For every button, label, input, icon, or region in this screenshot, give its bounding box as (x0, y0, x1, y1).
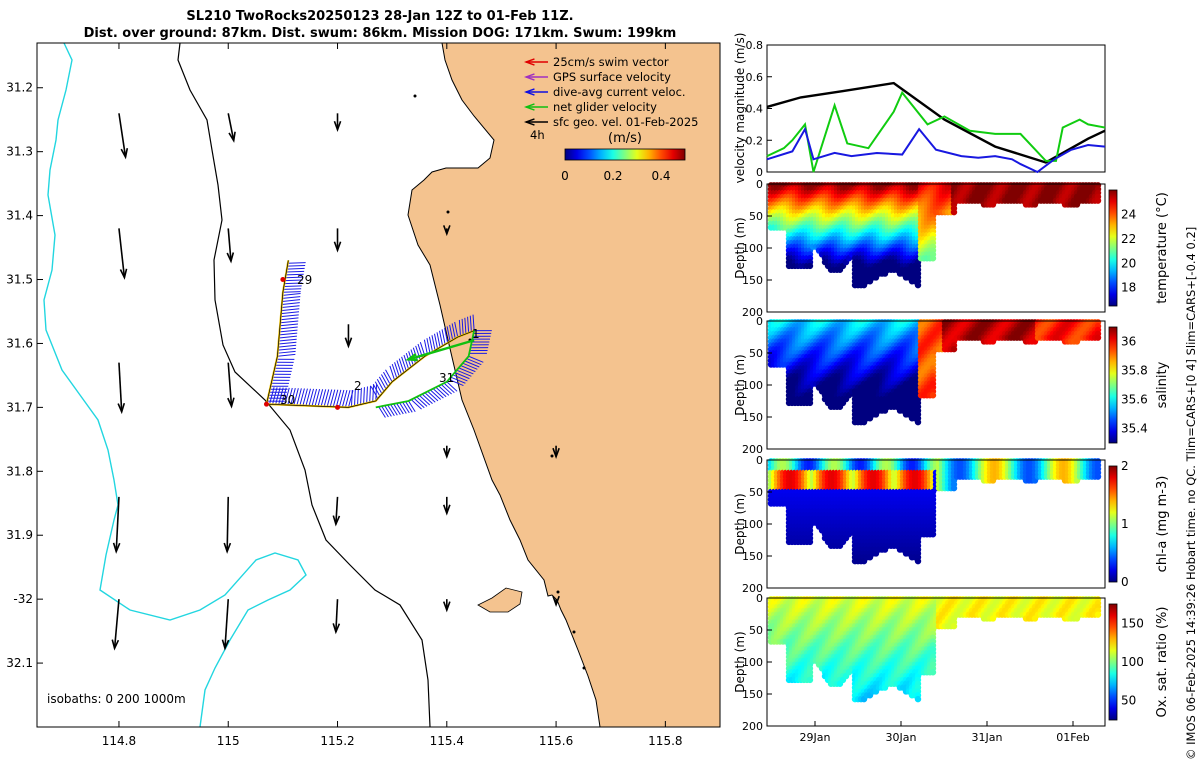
section-0-colorbar-tick-2: 22 (1121, 232, 1136, 246)
section-2-ylabel: Depth (m) (733, 493, 747, 554)
map-y-tick-label-7: 31.9 (6, 528, 33, 542)
velocity-colorbar-tick-0: 0 (561, 169, 569, 183)
section-1-colorbar-tick-1: 35.6 (1121, 393, 1148, 407)
velocity-colorbar (565, 149, 685, 160)
islet-1 (447, 211, 450, 214)
map-y-tick-label-3: 31.5 (6, 273, 33, 287)
section-0-ylabel: Depth (m) (733, 217, 747, 278)
isobaths-label: isobaths: 0 200 1000m (47, 692, 186, 706)
velocity-ylabel: velocity magnitude (m/s) (733, 33, 747, 184)
map-x-tick-label-1: 115 (217, 734, 240, 748)
map-x-tick-label-4: 115.6 (539, 734, 573, 748)
map-y-tick-label-2: 31.4 (6, 209, 33, 223)
section-3-y-tick-label-1: 50 (749, 624, 763, 637)
section-3-ylabel: Depth (m) (733, 631, 747, 692)
legend-scale-label: 4h (530, 128, 545, 142)
islet-4 (557, 591, 560, 594)
track-label-30: 30 (280, 393, 295, 407)
map-y-tick-label-8: -32 (13, 592, 33, 606)
velocity-y-tick-label-4: 0.8 (746, 39, 764, 52)
legend-entry-4: sfc geo. vel. 01-Feb-2025 (553, 115, 699, 129)
section-2-colorbar-tick-1: 1 (1121, 517, 1129, 531)
section-0-colorbar-tick-3: 24 (1121, 207, 1136, 221)
section-0-colorbar-tick-1: 20 (1121, 256, 1136, 270)
section-x-tick-label-3: 01Feb (1056, 731, 1089, 744)
section-x-tick-label-1: 30Jan (886, 731, 917, 744)
track-label-1: 1 (472, 327, 480, 341)
velocity-panel-frame (767, 45, 1105, 172)
section-2-y-tick-label-0: 0 (756, 454, 763, 467)
section-2-colorbar-tick-0: 0 (1121, 575, 1129, 589)
section-2-colorbar-tick-2: 2 (1121, 459, 1129, 473)
section-3-y-tick-label-4: 200 (742, 720, 763, 733)
velocity-y-tick-label-3: 0.6 (746, 71, 764, 84)
map-y-tick-label-5: 31.7 (6, 400, 33, 414)
map-y-tick-label-4: 31.6 (6, 336, 33, 350)
section-3-colorbar-tick-2: 150 (1121, 616, 1144, 630)
section-0-y-tick-label-1: 50 (749, 210, 763, 223)
velocity-y-tick-label-2: 0.4 (746, 103, 764, 116)
legend-entry-2: dive-avg current veloc. (553, 85, 686, 99)
gps-fix-0 (280, 277, 285, 282)
section-3-colorbar-tick-1: 100 (1121, 655, 1144, 669)
gps-fix-1 (264, 402, 269, 407)
map-x-tick-label-3: 115.4 (430, 734, 464, 748)
section-x-tick-label-2: 31Jan (972, 731, 1003, 744)
map-x-tick-label-0: 114.8 (102, 734, 136, 748)
velocity-colorbar-tick-2: 0.4 (651, 169, 670, 183)
islet-6 (583, 667, 586, 670)
map-y-tick-label-9: 32.1 (6, 656, 33, 670)
section-1-colorbar-tick-2: 35.8 (1121, 364, 1148, 378)
section-0-colorbar-tick-0: 18 (1121, 281, 1136, 295)
section-1-y-tick-label-1: 50 (749, 347, 763, 360)
section-3-colorbar (1109, 604, 1117, 720)
section-2-colorbar-label: chl-a (mg m-3) (1155, 476, 1170, 573)
map-x-tick-label-5: 115.8 (648, 734, 682, 748)
section-2-colorbar (1109, 466, 1117, 582)
track-label-31: 31 (439, 371, 454, 385)
track-label-29: 29 (297, 273, 312, 287)
legend-entry-3: net glider velocity (553, 100, 657, 114)
islet-3 (551, 455, 554, 458)
section-0-colorbar (1109, 190, 1117, 306)
section-2-y-tick-label-1: 50 (749, 486, 763, 499)
section-x-tick-label-0: 29Jan (800, 731, 831, 744)
velocity-colorbar-tick-1: 0.2 (603, 169, 622, 183)
side-credit-note: © IMOS 06-Feb-2025 14:39:26 Hobart time.… (1184, 0, 1198, 760)
map-y-tick-label-0: 31.2 (6, 81, 33, 95)
section-0-colorbar-label: temperature (°C) (1155, 192, 1170, 304)
map-x-tick-label-2: 115.2 (320, 734, 354, 748)
legend-entry-1: GPS surface velocity (553, 70, 671, 84)
section-1-y-tick-label-0: 0 (756, 315, 763, 328)
islet-5 (573, 631, 576, 634)
section-1-ylabel: Depth (m) (733, 354, 747, 415)
section-3-y-tick-label-0: 0 (756, 592, 763, 605)
islet-0 (414, 95, 417, 98)
section-1-colorbar-tick-0: 35.4 (1121, 422, 1148, 436)
legend-colorbar-label: (m/s) (608, 131, 642, 146)
legend-entry-0: 25cm/s swim vector (553, 55, 669, 69)
map-y-tick-label-1: 31.3 (6, 145, 33, 159)
section-0-y-tick-label-0: 0 (756, 178, 763, 191)
section-1-colorbar (1109, 327, 1117, 443)
section-3-colorbar-tick-0: 50 (1121, 694, 1136, 708)
section-1-colorbar-tick-3: 36 (1121, 335, 1136, 349)
section-1-colorbar-label: salinity (1155, 361, 1170, 408)
map-y-tick-label-6: 31.8 (6, 464, 33, 478)
velocity-y-tick-label-1: 0.2 (746, 134, 764, 147)
track-label-2: 2 (354, 379, 362, 393)
gps-fix-2 (335, 405, 340, 410)
section-3-colorbar-label: Ox. sat. ratio (%) (1155, 607, 1170, 718)
